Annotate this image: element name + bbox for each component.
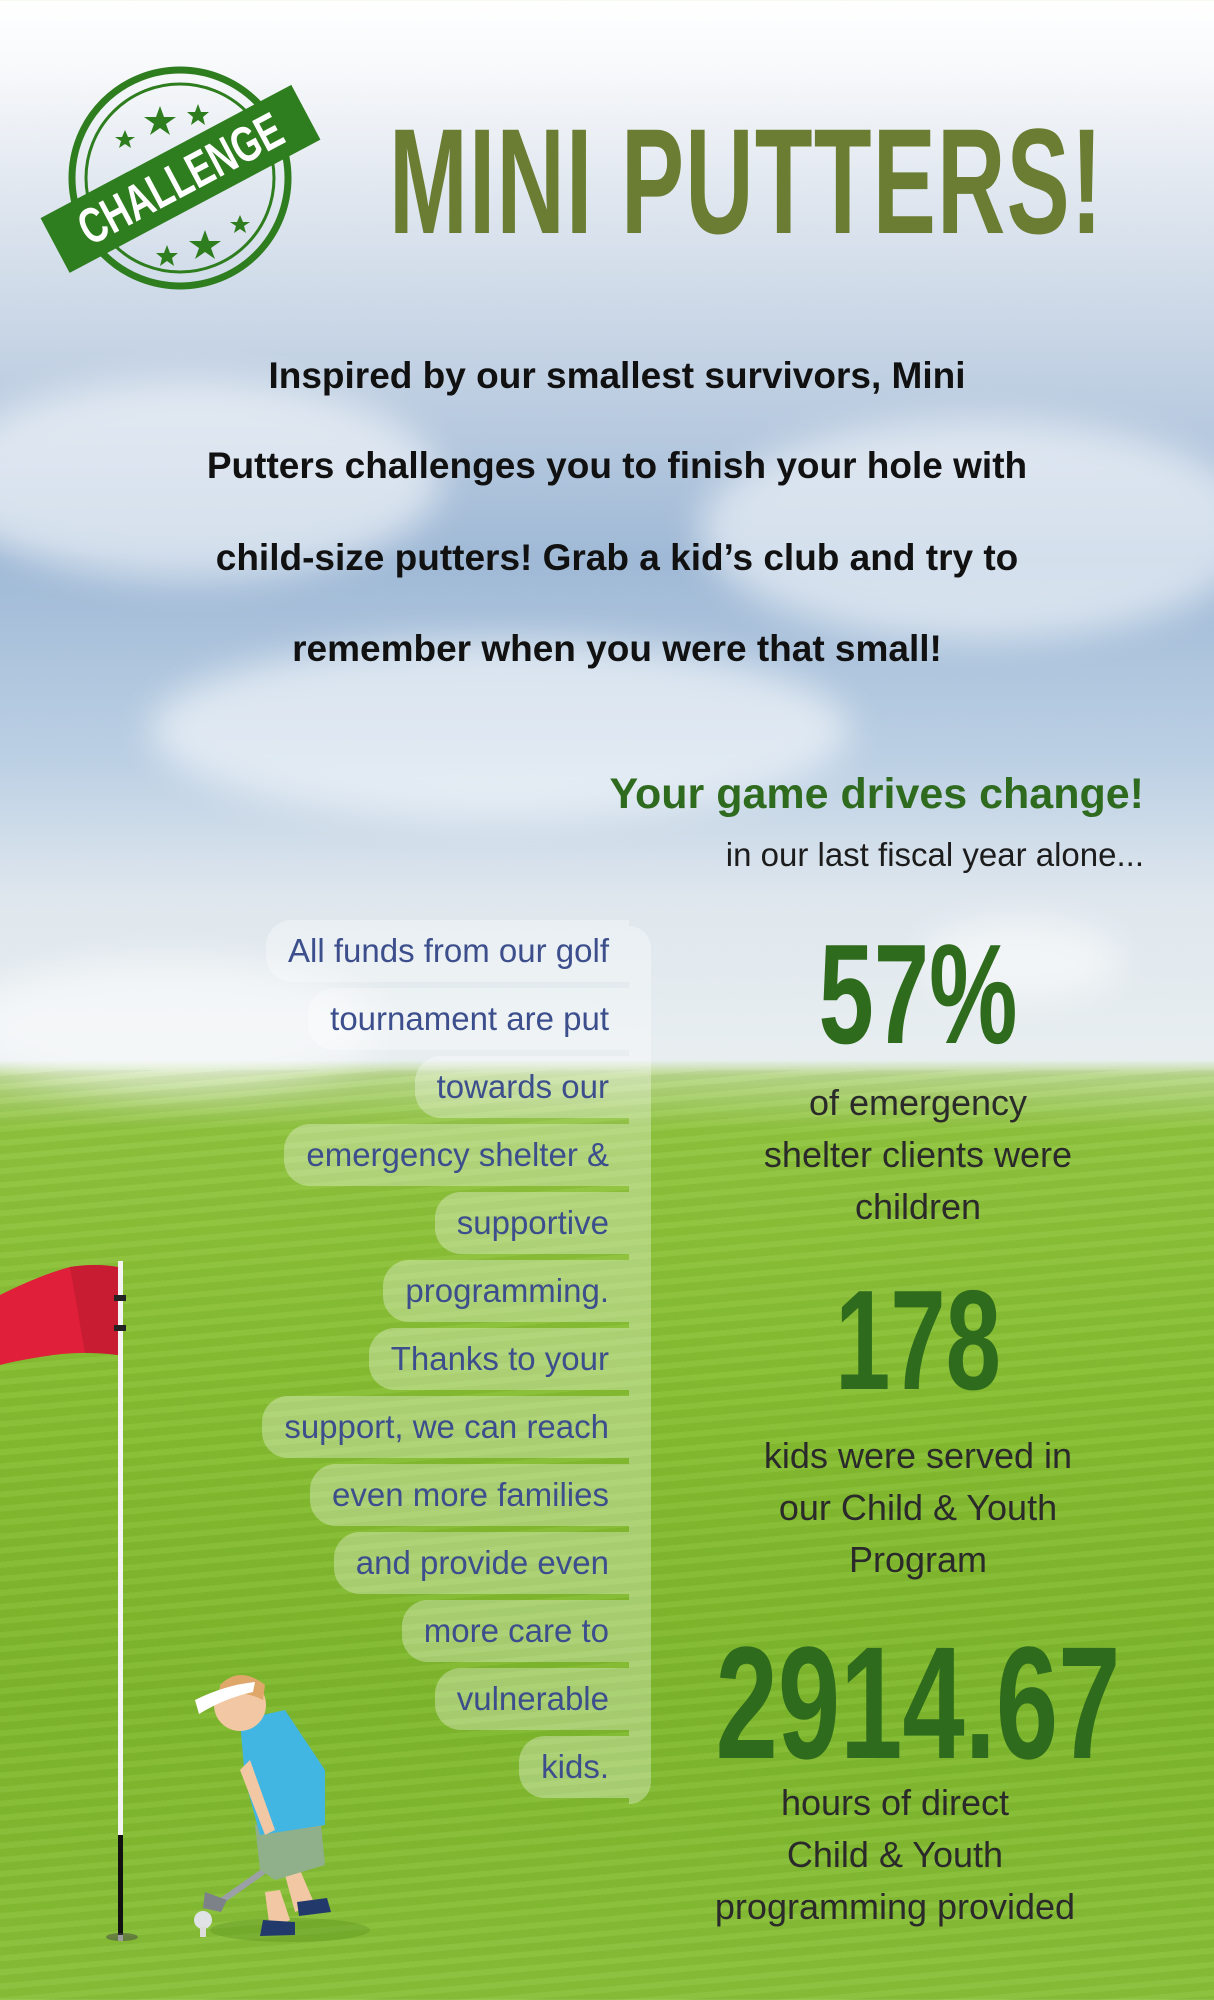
stat-line: Program — [848, 1539, 988, 1580]
funds-line: kids. — [519, 1736, 629, 1798]
cloud — [0, 960, 380, 1090]
funds-line: programming. — [383, 1260, 629, 1322]
funds-line: emergency shelter & — [284, 1124, 629, 1186]
funds-line: tournament are put — [308, 988, 629, 1050]
impact-heading: Your game drives change! — [609, 770, 1144, 818]
funds-line: support, we can reach — [262, 1396, 629, 1458]
cloud — [920, 920, 1120, 1000]
stat-line: children — [854, 1186, 982, 1227]
cloud — [150, 640, 850, 820]
stat-line: shelter clients were — [763, 1134, 1073, 1175]
funds-line: Thanks to your — [368, 1328, 629, 1390]
intro-line: remember when you were that small! — [292, 628, 942, 669]
funds-line: supportive — [434, 1192, 629, 1254]
funds-line: more care to — [401, 1600, 629, 1662]
stat-description: kids were served in our Child & Youth Pr… — [680, 1430, 1156, 1586]
stat-description: hours of direct Child & Youth programmin… — [650, 1777, 1140, 1933]
stat-value: 178 — [835, 1261, 1001, 1420]
challenge-stamp-logo: CHALLENGE — [40, 66, 321, 290]
funds-bubble — [629, 926, 651, 1804]
stat-line: Child & Youth — [786, 1834, 1004, 1875]
intro-line: child-size putters! Grab a kid’s club an… — [215, 537, 1019, 578]
funds-line: vulnerable — [434, 1668, 629, 1730]
stat-line: programming provided — [714, 1886, 1076, 1927]
stat-line: hours of direct — [780, 1782, 1010, 1823]
stat-line: our Child & Youth — [778, 1487, 1058, 1528]
impact-subheading: in our last fiscal year alone... — [725, 836, 1144, 873]
funds-line: even more families — [310, 1464, 629, 1526]
cloud — [0, 380, 440, 580]
intro-line: Putters challenges you to finish your ho… — [206, 445, 1028, 486]
golf-flag-icon — [0, 1261, 138, 1941]
funds-line: and provide even — [333, 1532, 629, 1594]
stat-line: of emergency — [808, 1082, 1028, 1123]
page-title: MINI PUTTERS! — [389, 97, 1104, 265]
stat-description: of emergency shelter clients were childr… — [680, 1077, 1156, 1233]
golf-course-grass — [0, 1070, 1214, 2000]
stat-value: 2914.67 — [715, 1613, 1121, 1792]
intro-line: Inspired by our smallest survivors, Mini — [268, 355, 966, 396]
stat-line: kids were served in — [763, 1435, 1073, 1476]
cloud — [700, 420, 1214, 640]
kid-golfer-image — [194, 1675, 370, 1942]
funds-line: All funds from our golf — [266, 920, 629, 982]
stat-value: 57% — [818, 915, 1018, 1074]
funds-line: towards our — [414, 1056, 629, 1118]
